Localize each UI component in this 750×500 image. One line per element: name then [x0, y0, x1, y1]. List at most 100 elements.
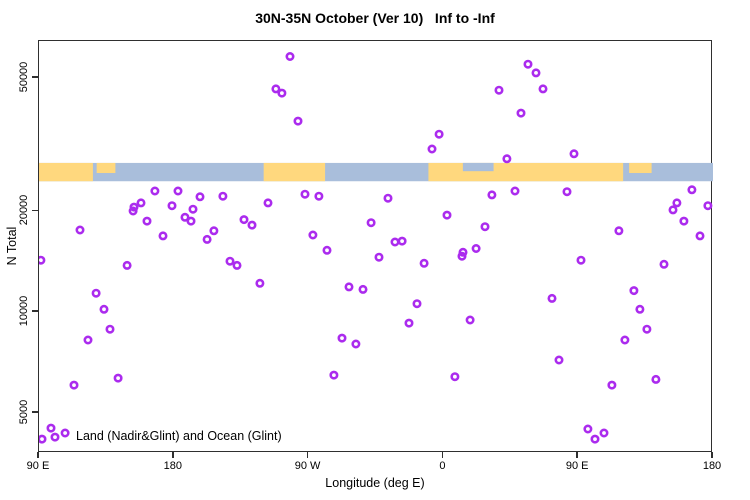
data-point [50, 432, 60, 442]
data-point [427, 144, 437, 154]
y-axis-title: N Total [5, 226, 19, 266]
data-point [358, 284, 368, 294]
x-tick-mark [441, 452, 444, 458]
data-point [195, 192, 205, 202]
data-point [562, 187, 572, 197]
y-tick-label: 50000 [18, 61, 30, 93]
data-point [293, 116, 303, 126]
y-tick-mark [32, 76, 38, 78]
x-tick-label: 90 E [26, 460, 50, 472]
data-point [329, 370, 339, 380]
data-point [180, 212, 190, 222]
data-point [523, 59, 533, 69]
data-point [60, 428, 70, 438]
x-tick-mark [711, 452, 713, 458]
data-point [158, 231, 168, 241]
data-point [494, 85, 504, 95]
y-tick-mark [32, 411, 38, 413]
map-band-land [263, 162, 326, 182]
data-point [457, 251, 467, 261]
data-point [703, 201, 713, 211]
data-point [83, 335, 93, 345]
data-point [122, 260, 132, 270]
data-point [186, 216, 196, 226]
data-point [344, 282, 354, 292]
data-point [308, 230, 318, 240]
data-point [263, 198, 273, 208]
x-tick-label: 180 [702, 460, 722, 472]
data-point [374, 252, 384, 262]
data-point [99, 304, 109, 314]
map-band-land [39, 162, 93, 182]
chart-title: 30N-35N October (Ver 10) Inf to -Inf [255, 10, 495, 26]
data-point [322, 245, 332, 255]
y-tick-mark [32, 209, 38, 212]
data-point [679, 216, 689, 226]
data-point [583, 424, 593, 434]
data-point [255, 278, 265, 288]
data-point [642, 324, 652, 334]
data-point [516, 108, 526, 118]
data-point [554, 355, 564, 365]
data-point [128, 206, 138, 216]
data-point [480, 222, 490, 232]
data-point [547, 293, 557, 303]
legend-label: Land (Nadir&Glint) and Ocean (Glint) [76, 429, 282, 443]
x-axis-title: Longitude (deg E) [325, 476, 425, 490]
data-point [668, 205, 678, 215]
data-point [46, 423, 56, 433]
data-point [487, 190, 497, 200]
data-point [614, 226, 624, 236]
data-point [188, 204, 198, 214]
data-point [607, 380, 617, 390]
y-tick-label: 20000 [18, 195, 30, 226]
x-tick-label: 90 W [294, 460, 321, 472]
data-point [450, 372, 460, 382]
data-point [136, 198, 146, 208]
data-point [277, 88, 287, 98]
data-point [672, 198, 682, 208]
data-point [105, 324, 115, 334]
data-point [412, 299, 422, 309]
data-point [91, 288, 101, 298]
data-point [659, 259, 669, 269]
x-tick-mark [172, 452, 174, 458]
data-point [397, 236, 407, 246]
data-point [142, 216, 152, 226]
data-point [285, 52, 295, 62]
data-point [337, 333, 347, 343]
map-band-land [96, 162, 116, 174]
data-point [629, 286, 639, 296]
data-point [239, 215, 249, 225]
data-point [510, 186, 520, 196]
data-point [167, 201, 177, 211]
data-point [314, 191, 324, 201]
data-point [209, 226, 219, 236]
data-point [471, 244, 481, 254]
data-point [366, 218, 376, 228]
data-point [576, 255, 586, 265]
scatter-plot-canvas [39, 52, 713, 444]
data-point [300, 189, 310, 199]
data-point [150, 186, 160, 196]
x-tick-mark [306, 452, 309, 458]
data-point [620, 335, 630, 345]
data-point [419, 258, 429, 268]
data-point [232, 260, 242, 270]
data-point [651, 374, 661, 384]
data-point [590, 434, 600, 444]
data-point [75, 225, 85, 235]
data-point [173, 186, 183, 196]
data-point [247, 220, 257, 230]
data-point [635, 304, 645, 314]
data-point [569, 149, 579, 159]
x-tick-label: 180 [163, 460, 182, 472]
data-point [502, 154, 512, 164]
data-point [404, 318, 414, 328]
data-point [390, 237, 400, 247]
data-point [695, 231, 705, 241]
data-point [442, 210, 452, 220]
data-point [129, 202, 139, 212]
data-point [434, 129, 444, 139]
data-point [383, 193, 393, 203]
